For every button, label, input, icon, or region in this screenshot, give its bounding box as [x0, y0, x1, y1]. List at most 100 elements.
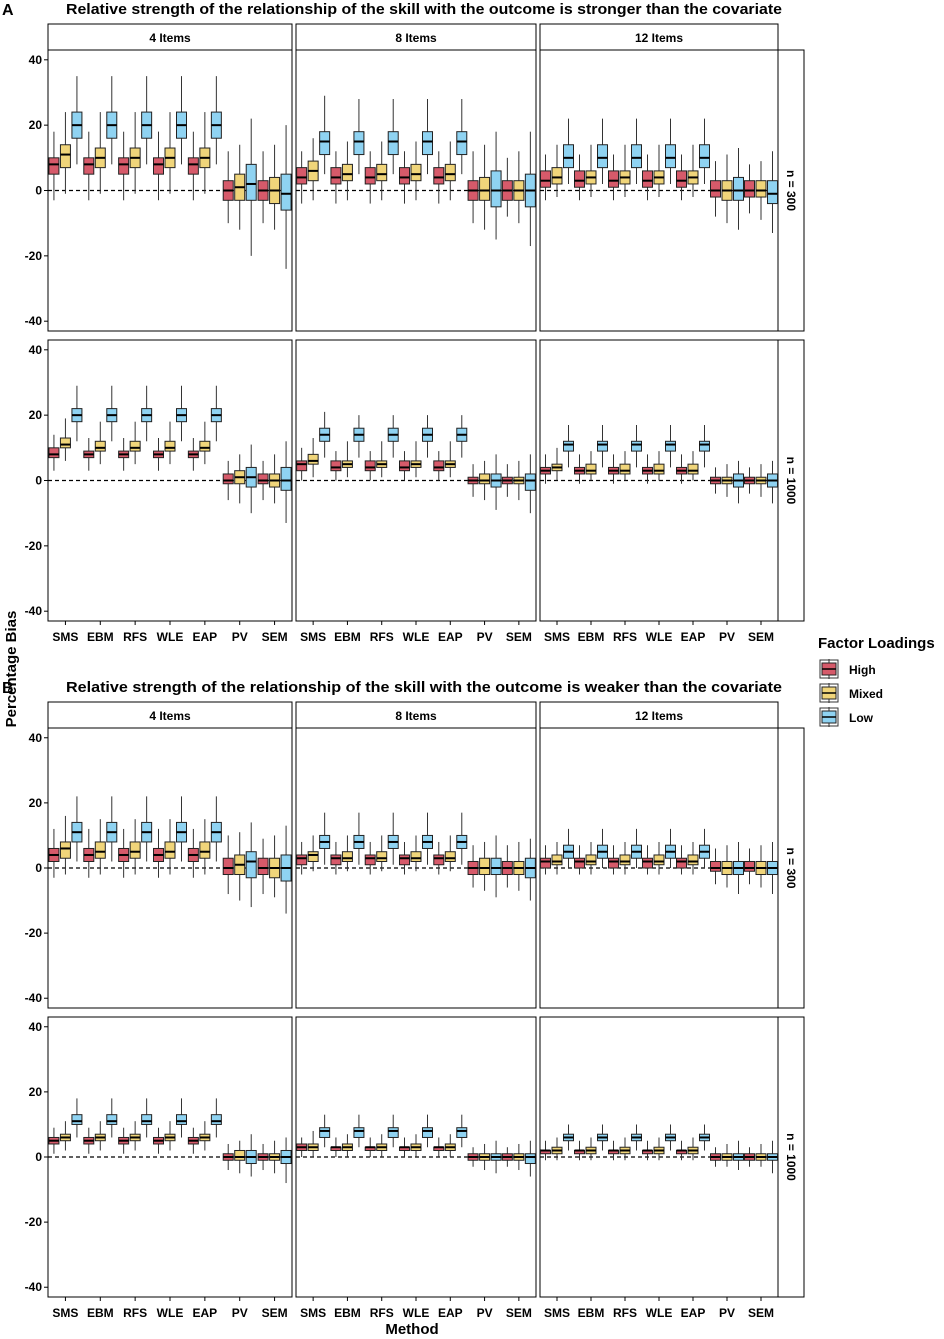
box-eap-mixed [444, 835, 456, 872]
box-sem-low [524, 131, 536, 247]
x-tick-label: SEM [748, 1306, 774, 1320]
box-eap-high [187, 1127, 199, 1154]
box-iqr [755, 180, 767, 198]
box-sem-mixed [269, 454, 281, 504]
box-eap-mixed [444, 141, 456, 201]
box-pv-low [245, 822, 257, 908]
x-axis-label: Method [385, 1321, 438, 1338]
box-wle-low [176, 796, 187, 862]
box-wle-low [665, 118, 676, 184]
box-ebm-low [597, 118, 608, 184]
facet-cell: SMS EBM RFS WLE EAP PV SEM [295, 1016, 537, 1320]
x-tick-label: WLE [403, 1306, 430, 1320]
box-iqr [490, 857, 502, 876]
box-iqr [479, 857, 491, 876]
box-rfs-low [631, 424, 642, 468]
box-iqr [330, 167, 342, 185]
box-sem-low [767, 841, 778, 895]
facet-cell: SMS EBM RFS WLE EAP PV SEM [47, 1016, 293, 1320]
legend-item-label: High [849, 663, 876, 677]
box-sem-high [501, 464, 513, 497]
box-eap-high [676, 154, 687, 201]
box-wle-mixed [653, 841, 665, 875]
box-pv-high [467, 464, 479, 497]
facet-cell [295, 727, 537, 1009]
box-pv-mixed [479, 144, 491, 230]
box-iqr [234, 1149, 246, 1161]
box-eap-high [187, 131, 199, 201]
box-iqr [399, 460, 410, 472]
box-iqr [653, 463, 665, 475]
box-wle-low [176, 1098, 187, 1138]
box-iqr [653, 854, 665, 866]
box-sms-low [563, 828, 574, 868]
box-iqr [540, 170, 551, 188]
box-ebm-mixed [341, 835, 353, 872]
column-strip-label: 12 Items [635, 709, 683, 723]
box-iqr [129, 440, 141, 452]
box-iqr [551, 854, 563, 866]
box-ebm-high [330, 451, 342, 481]
box-pv-high [222, 835, 234, 895]
box-eap-mixed [687, 144, 699, 198]
box-pv-high [467, 845, 479, 888]
y-tick-label: 0 [35, 1150, 42, 1164]
box-iqr [280, 466, 292, 491]
legend-title: Factor Loadings [818, 635, 935, 652]
box-ebm-high [83, 1127, 95, 1154]
box-rfs-low [631, 1124, 642, 1151]
box-sem-high [744, 848, 755, 885]
y-tick-label: -20 [25, 539, 43, 553]
box-sms-low [71, 796, 83, 862]
box-iqr [245, 163, 257, 201]
box-pv-high [222, 1143, 234, 1171]
box-pv-low [733, 1140, 744, 1171]
box-sem-high [501, 845, 513, 888]
box-sem-mixed [269, 835, 281, 898]
box-sms-mixed [59, 418, 71, 461]
y-tick-label: -40 [25, 1280, 43, 1294]
legend-item-mixed: Mixed [819, 683, 883, 703]
box-rfs-high [364, 841, 376, 875]
panel-b: B Relative strength of the relationship o… [2, 679, 805, 1320]
box-iqr [341, 851, 353, 862]
box-sem-low [280, 441, 292, 523]
y-axis-label: Percentage Bias [3, 611, 20, 728]
box-pv-low [733, 841, 744, 895]
column-strip-label: 4 Items [149, 31, 191, 45]
box-eap-low [456, 812, 468, 865]
box-sms-mixed [551, 447, 563, 481]
box-iqr [364, 460, 376, 472]
box-iqr [199, 440, 211, 452]
panels-layer: A Relative strength of the relationship o… [2, 1, 805, 1320]
box-iqr [551, 167, 563, 185]
box-pv-low [245, 1134, 257, 1177]
box-sms-low [71, 385, 83, 442]
box-iqr [187, 157, 199, 175]
box-wle-low [422, 812, 433, 865]
box-eap-low [699, 828, 710, 868]
x-tick-label: SEM [506, 1306, 532, 1320]
box-wle-mixed [410, 835, 422, 872]
box-eap-high [187, 828, 199, 878]
box-iqr [767, 180, 778, 205]
box-eap-low [210, 385, 222, 442]
box-pv-mixed [721, 1143, 733, 1167]
box-pv-mixed [479, 460, 491, 501]
box-wle-low [422, 99, 433, 175]
panel-a: A Relative strength of the relationship o… [2, 1, 805, 644]
box-sms-mixed [307, 835, 319, 872]
x-tick-label: WLE [646, 1306, 673, 1320]
y-tick-label: 20 [29, 796, 43, 810]
box-iqr [574, 857, 585, 869]
box-rfs-high [118, 1127, 130, 1154]
box-eap-low [699, 424, 710, 468]
x-tick-label: SMS [52, 1306, 78, 1320]
box-rfs-low [387, 1114, 399, 1148]
box-rfs-low [631, 118, 642, 184]
x-tick-label: SEM [262, 1306, 288, 1320]
box-eap-low [210, 76, 222, 165]
x-tick-label: RFS [370, 1306, 394, 1320]
box-sem-mixed [513, 1143, 525, 1171]
box-eap-mixed [199, 1121, 211, 1151]
